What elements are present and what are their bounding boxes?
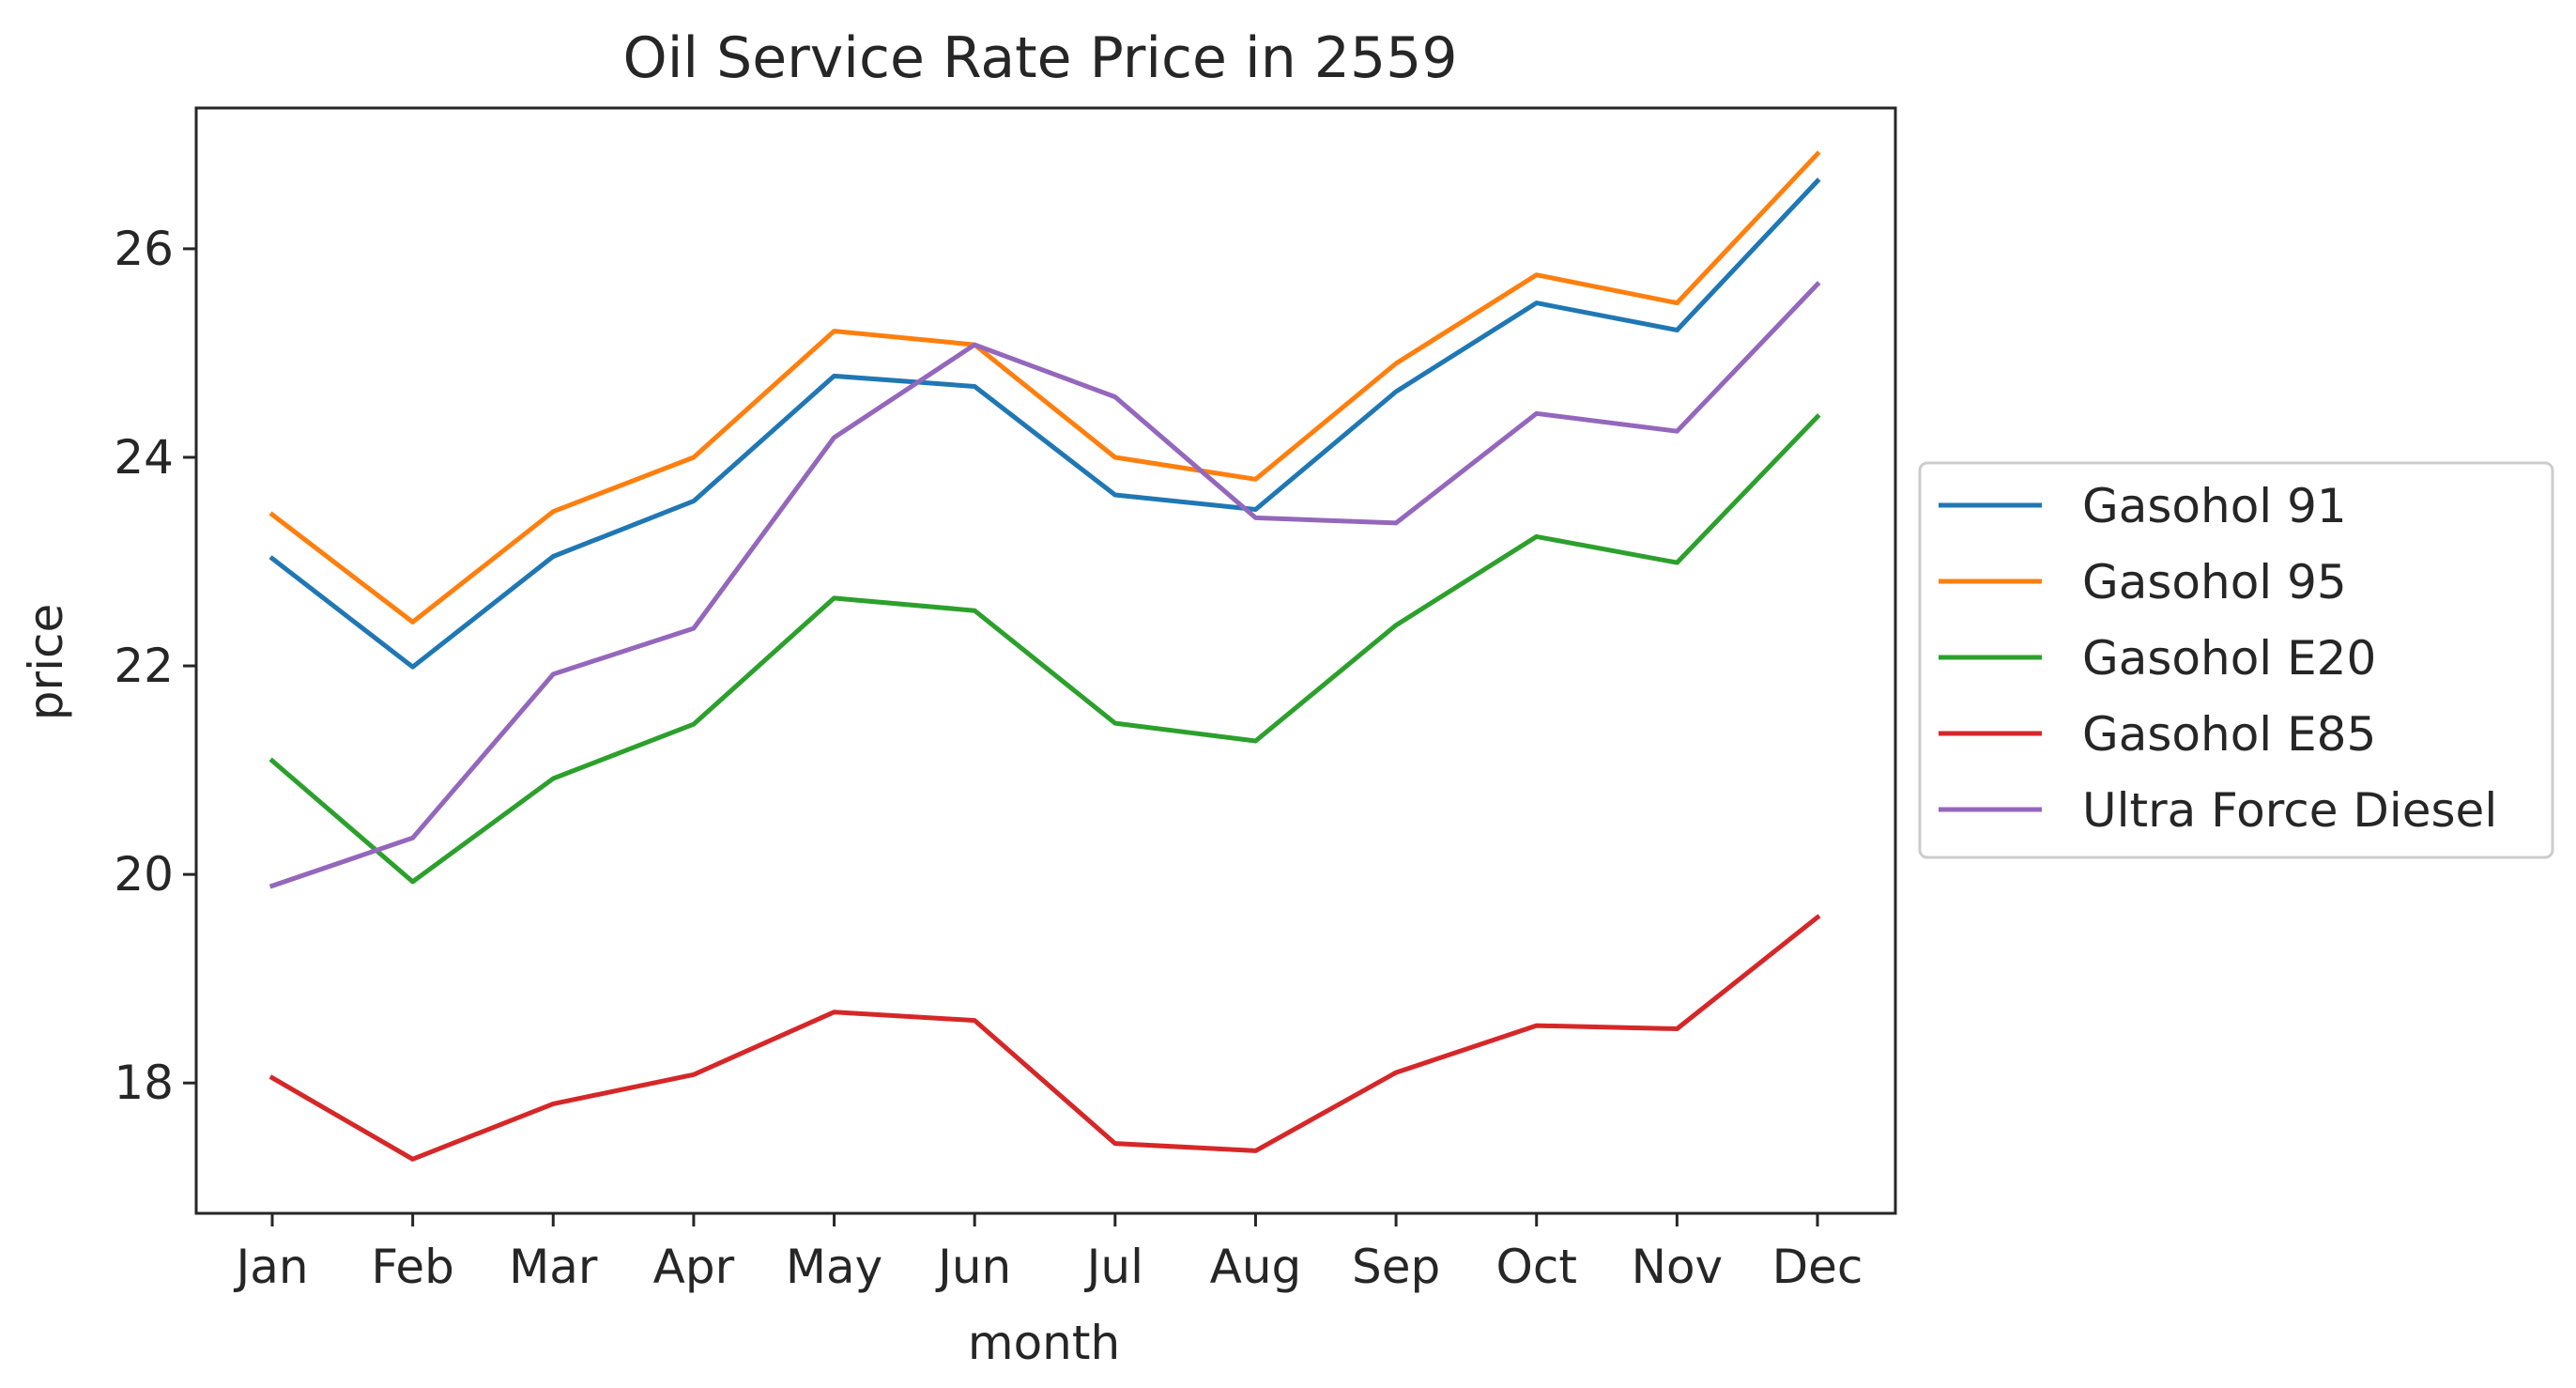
y-tick-label: 26 [114, 222, 174, 276]
legend-label-gasohol-e85: Gasohol E85 [2082, 707, 2376, 762]
series-line-gasohol-91 [268, 177, 1821, 670]
x-tick-label: Jul [1084, 1240, 1143, 1294]
series-line-gasohol-e85 [268, 914, 1821, 1162]
series-lines [268, 150, 1821, 1162]
series-line-gasohol-95 [268, 150, 1821, 625]
y-tick-label: 22 [114, 639, 174, 693]
legend-box [1918, 461, 2554, 859]
x-tick-label: May [786, 1240, 882, 1294]
y-axis-label: price [19, 604, 73, 720]
legend-label-gasohol-95: Gasohol 95 [2082, 555, 2347, 609]
x-axis-ticks: Jan Feb Mar Apr May Jun Jul Aug Sep Oct Nov Dec [233, 1213, 1863, 1294]
legend-label-gasohol-e20: Gasohol E20 [2082, 631, 2376, 686]
plot-frame [194, 106, 1897, 1215]
series-line-gasohol-e20 [268, 413, 1821, 885]
x-tick-label: Aug [1210, 1240, 1302, 1294]
x-tick-label: Jun [935, 1240, 1011, 1294]
x-tick-label: Mar [509, 1240, 598, 1294]
x-tick-label: Oct [1496, 1240, 1577, 1294]
x-axis-label: month [968, 1316, 1120, 1370]
legend: Gasohol 91 Gasohol 95 Gasohol E20 Gasohol E… [1918, 461, 2554, 859]
x-tick-label: Apr [653, 1240, 735, 1294]
y-tick-label: 20 [114, 847, 174, 902]
x-tick-label: Jan [233, 1240, 308, 1294]
series-line-ultra-force-diesel [268, 281, 1821, 889]
legend-label-gasohol-91: Gasohol 91 [2082, 479, 2347, 533]
y-tick-label: 24 [114, 430, 174, 485]
legend-items: Gasohol 91 Gasohol 95 Gasohol E20 Gasohol E… [1939, 479, 2497, 838]
y-axis-ticks: 18 20 22 24 26 [114, 222, 196, 1110]
legend-label-ultra-force-diesel: Ultra Force Diesel [2082, 783, 2497, 838]
x-tick-label: Feb [371, 1240, 454, 1294]
chart-title: Oil Service Rate Price in 2559 [622, 25, 1457, 91]
x-tick-label: Dec [1772, 1240, 1863, 1294]
x-tick-label: Nov [1632, 1240, 1724, 1294]
y-tick-label: 18 [114, 1056, 174, 1110]
x-tick-label: Sep [1352, 1240, 1440, 1294]
